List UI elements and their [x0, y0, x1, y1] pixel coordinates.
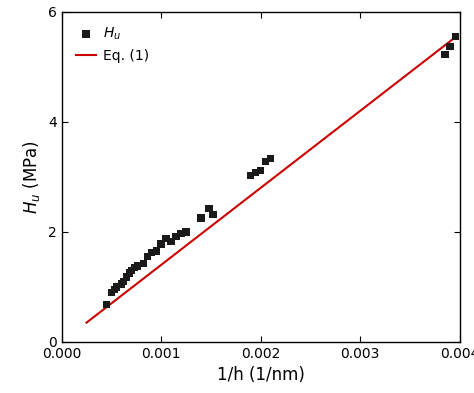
$H_u$: [152, 248, 160, 254]
$H_u$: [134, 263, 141, 269]
$H_u$: [139, 261, 147, 267]
$H_u$: [110, 286, 118, 293]
$H_u$: [267, 156, 274, 162]
$H_u$: [128, 267, 135, 274]
Eq. (1): [303, 150, 309, 155]
$H_u$: [441, 51, 448, 58]
Eq. (1): [455, 33, 461, 38]
$H_u$: [102, 301, 110, 308]
Eq. (1): [305, 149, 310, 154]
$H_u$: [122, 274, 130, 280]
$H_u$: [130, 264, 138, 271]
$H_u$: [112, 284, 120, 290]
$H_u$: [247, 173, 255, 179]
$H_u$: [167, 239, 175, 245]
$H_u$: [108, 289, 115, 296]
$H_u$: [252, 169, 259, 176]
$H_u$: [162, 235, 170, 242]
$H_u$: [197, 215, 205, 221]
$H_u$: [147, 250, 155, 256]
$H_u$: [144, 253, 151, 260]
$H_u$: [446, 43, 454, 50]
$H_u$: [157, 241, 165, 247]
$H_u$: [262, 158, 269, 165]
$H_u$: [177, 230, 185, 237]
$H_u$: [182, 229, 190, 235]
$H_u$: [172, 233, 180, 239]
$H_u$: [209, 211, 217, 217]
Eq. (1): [420, 60, 426, 64]
X-axis label: 1/h (1/nm): 1/h (1/nm): [217, 366, 305, 384]
Legend: $H_u$, Eq. (1): $H_u$, Eq. (1): [69, 19, 156, 70]
Eq. (1): [85, 320, 91, 324]
$H_u$: [118, 281, 125, 287]
Eq. (1): [397, 78, 402, 83]
Line: Eq. (1): Eq. (1): [86, 35, 458, 323]
Eq. (1): [83, 320, 89, 325]
Eq. (1): [311, 145, 317, 149]
$H_u$: [119, 278, 127, 285]
$H_u$: [257, 167, 264, 173]
$H_u$: [126, 270, 133, 276]
Y-axis label: $H_u$ (MPa): $H_u$ (MPa): [21, 140, 42, 214]
$H_u$: [452, 33, 460, 40]
$H_u$: [205, 206, 213, 212]
